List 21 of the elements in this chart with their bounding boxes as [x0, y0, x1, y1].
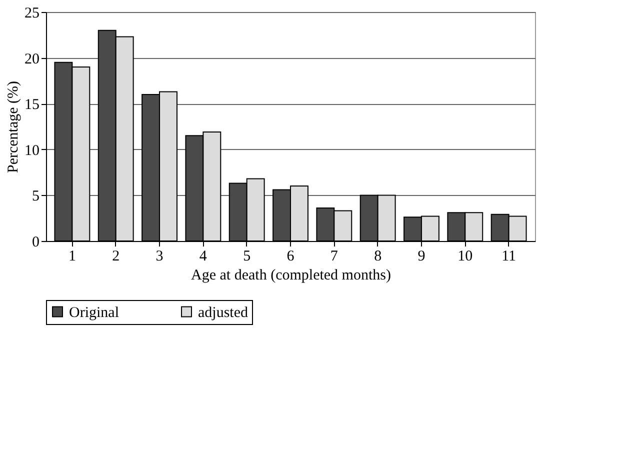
x-tick-label: 1: [68, 248, 76, 264]
y-tick-label: 25: [24, 6, 40, 22]
x-tick-label: 4: [199, 248, 208, 264]
x-axis-title: Age at death (completed months): [191, 268, 391, 284]
x-tick-label: 6: [286, 248, 295, 264]
x-tick-label: 3: [156, 248, 164, 264]
x-tick-label: 10: [458, 248, 473, 264]
y-axis-title: Percentage (%): [6, 80, 22, 174]
x-tick-label: 11: [502, 248, 516, 264]
y-tick-label: 0: [32, 234, 40, 250]
x-tick-label: 8: [374, 248, 382, 264]
x-tick-label: 2: [112, 248, 120, 264]
legend-label: adjusted: [198, 304, 248, 321]
x-tick-label: 5: [243, 248, 251, 264]
x-tick-label: 9: [418, 248, 426, 264]
y-tick-label: 10: [24, 142, 40, 159]
y-tick-label: 5: [32, 188, 40, 205]
legend-label: Original: [69, 304, 119, 321]
y-tick-label: 15: [24, 97, 40, 114]
y-tick-label: 20: [24, 51, 40, 68]
x-tick-label: 7: [330, 248, 338, 264]
